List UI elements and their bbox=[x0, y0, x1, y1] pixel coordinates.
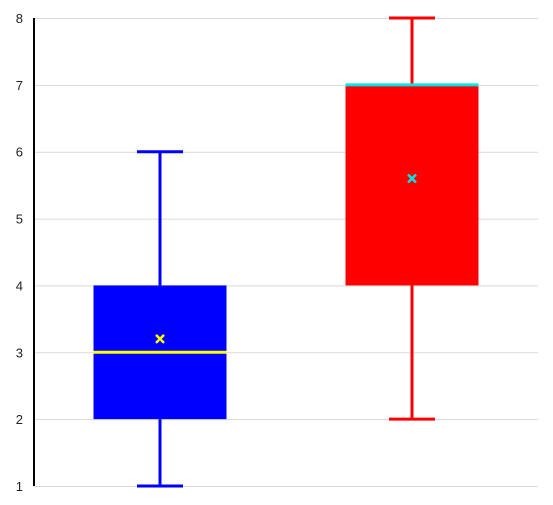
y-tick-label: 5 bbox=[16, 212, 23, 227]
mean-marker-stroke bbox=[407, 173, 417, 184]
box-2 bbox=[345, 16, 479, 421]
mean-marker bbox=[407, 173, 417, 184]
y-tick-label: 6 bbox=[16, 145, 23, 160]
mean-marker-stroke bbox=[155, 334, 165, 344]
y-tick-label: 7 bbox=[16, 78, 23, 93]
y-tick-label: 8 bbox=[16, 11, 23, 26]
y-tick-label: 2 bbox=[16, 412, 23, 427]
y-tick-label: 4 bbox=[16, 278, 23, 293]
y-tick-label: 3 bbox=[16, 345, 23, 360]
box-1 bbox=[93, 150, 227, 488]
y-tick-label: 1 bbox=[16, 479, 23, 494]
boxes bbox=[93, 16, 479, 488]
mean-marker bbox=[155, 334, 165, 344]
iqr-box bbox=[345, 84, 479, 286]
y-tick-labels: 1 2 3 4 5 6 7 8 bbox=[16, 11, 23, 494]
